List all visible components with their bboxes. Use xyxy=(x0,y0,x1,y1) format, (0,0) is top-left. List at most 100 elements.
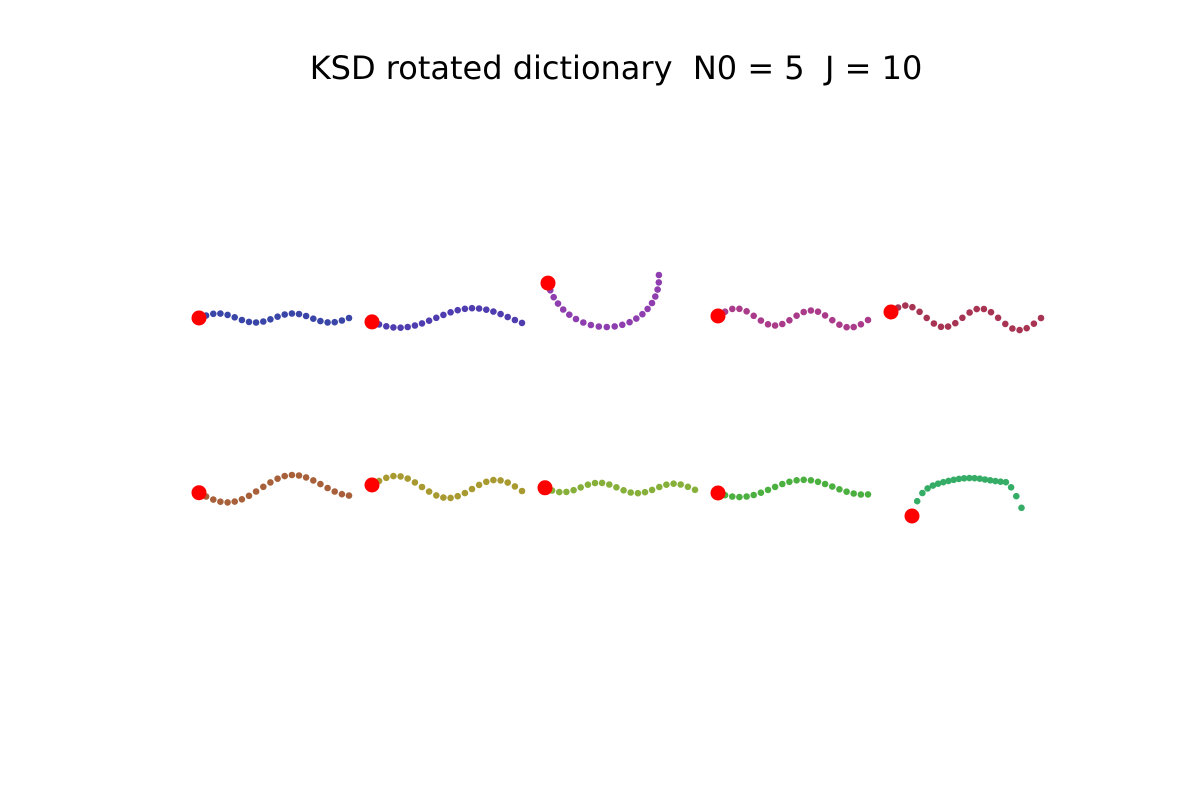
curve-7-point xyxy=(483,478,490,486)
curve-1-point xyxy=(210,310,217,318)
curve-1-point xyxy=(238,316,246,324)
curve-10-point xyxy=(924,485,931,492)
curve-4-point xyxy=(743,308,750,315)
curve-9-point xyxy=(786,478,793,486)
curve-1-point xyxy=(274,313,281,321)
curve-10-point xyxy=(940,478,947,486)
curve-2-point xyxy=(425,317,433,325)
curve-7-point xyxy=(440,494,447,501)
curve-8-point xyxy=(656,483,663,491)
curve-4-point xyxy=(807,307,815,314)
curve-2-point xyxy=(504,313,512,321)
curve-1-point xyxy=(288,310,296,317)
curve-8 xyxy=(537,479,699,497)
curve-2-point xyxy=(390,324,397,331)
curve-10-point xyxy=(992,477,999,485)
curve-7-point xyxy=(490,476,497,484)
curve-5-point xyxy=(944,323,952,330)
curve-8-point xyxy=(627,489,634,496)
curve-2 xyxy=(364,304,526,332)
curve-6-point xyxy=(274,475,281,483)
curve-1-point xyxy=(338,317,346,324)
curve-9-point xyxy=(771,483,779,491)
curve-10-point xyxy=(934,480,942,488)
curve-1-start-marker xyxy=(191,310,207,326)
curve-2-point xyxy=(440,311,447,319)
curve-10-point xyxy=(919,489,926,497)
curve-3-point xyxy=(648,299,656,307)
curve-5-point xyxy=(923,314,930,322)
curve-6-point xyxy=(331,488,339,495)
curve-10-point xyxy=(986,477,994,484)
curve-7-point xyxy=(425,488,433,495)
curve-7-point xyxy=(511,483,519,490)
curve-6 xyxy=(191,471,353,506)
curve-3-point xyxy=(655,279,663,286)
curve-6-point xyxy=(281,472,289,480)
curve-9-point xyxy=(793,477,800,484)
curve-3-point xyxy=(626,318,633,326)
curve-3-point xyxy=(559,306,567,313)
curve-8-point xyxy=(663,481,670,489)
curve-5-point xyxy=(1030,320,1038,328)
curve-3-point xyxy=(587,321,595,329)
curve-5-point xyxy=(930,320,938,327)
curve-1-point xyxy=(245,318,253,326)
curve-5 xyxy=(883,302,1045,334)
curve-1-point xyxy=(224,311,231,319)
curve-8-point xyxy=(641,488,649,496)
curve-10-point xyxy=(1007,484,1015,491)
curve-9 xyxy=(710,476,872,501)
curve-4-point xyxy=(864,316,872,324)
curve-6-point xyxy=(324,484,331,492)
curve-7 xyxy=(364,472,526,502)
figure-title: KSD rotated dictionary N0 = 5 J = 10 xyxy=(309,49,923,87)
curve-7-point xyxy=(518,487,526,495)
curve-7-point xyxy=(383,474,390,482)
curve-10-point xyxy=(981,476,989,483)
curve-6-point xyxy=(345,492,353,499)
curve-6-point xyxy=(245,492,253,500)
curve-2-point xyxy=(475,305,483,312)
curve-3-point xyxy=(603,323,611,331)
curve-3-point xyxy=(580,319,587,326)
curve-1-point xyxy=(302,312,310,320)
curve-8-point xyxy=(634,489,642,497)
curve-9-point xyxy=(757,489,765,497)
curve-10-point xyxy=(913,497,921,505)
curve-5-point xyxy=(980,305,988,313)
curve-10-point xyxy=(971,474,978,482)
curve-2-point xyxy=(483,306,490,314)
curve-10 xyxy=(904,474,1025,524)
curve-7-point xyxy=(397,473,404,480)
curve-8-point xyxy=(620,487,627,494)
curve-6-point xyxy=(210,496,217,503)
curve-3-point xyxy=(595,323,603,330)
curve-4 xyxy=(710,305,872,331)
curve-10-point xyxy=(1013,492,1020,500)
curve-5-point xyxy=(952,319,959,327)
curve-5-point xyxy=(1016,326,1023,334)
curve-4-point xyxy=(829,316,836,324)
curve-6-start-marker xyxy=(191,485,207,501)
curve-5-point xyxy=(937,323,945,331)
curve-3-point xyxy=(566,311,573,319)
curve-4-point xyxy=(821,312,829,319)
curve-4-point xyxy=(793,312,800,320)
curve-8-point xyxy=(684,483,692,491)
curve-4-point xyxy=(736,305,743,313)
curve-1-point xyxy=(260,318,267,325)
curve-7-point xyxy=(404,475,412,482)
curve-5-point xyxy=(916,308,923,316)
curve-1-point xyxy=(310,315,317,323)
curve-10-point xyxy=(960,475,968,482)
curve-6-point xyxy=(302,474,310,481)
curve-5-point xyxy=(902,302,909,309)
curve-7-point xyxy=(447,494,454,502)
curve-9-point xyxy=(764,486,772,494)
curve-6-point xyxy=(338,490,346,498)
curve-10-point xyxy=(955,475,963,483)
curve-3-start-marker xyxy=(540,275,556,291)
curve-6-point xyxy=(252,488,260,495)
curve-8-point xyxy=(648,486,656,494)
